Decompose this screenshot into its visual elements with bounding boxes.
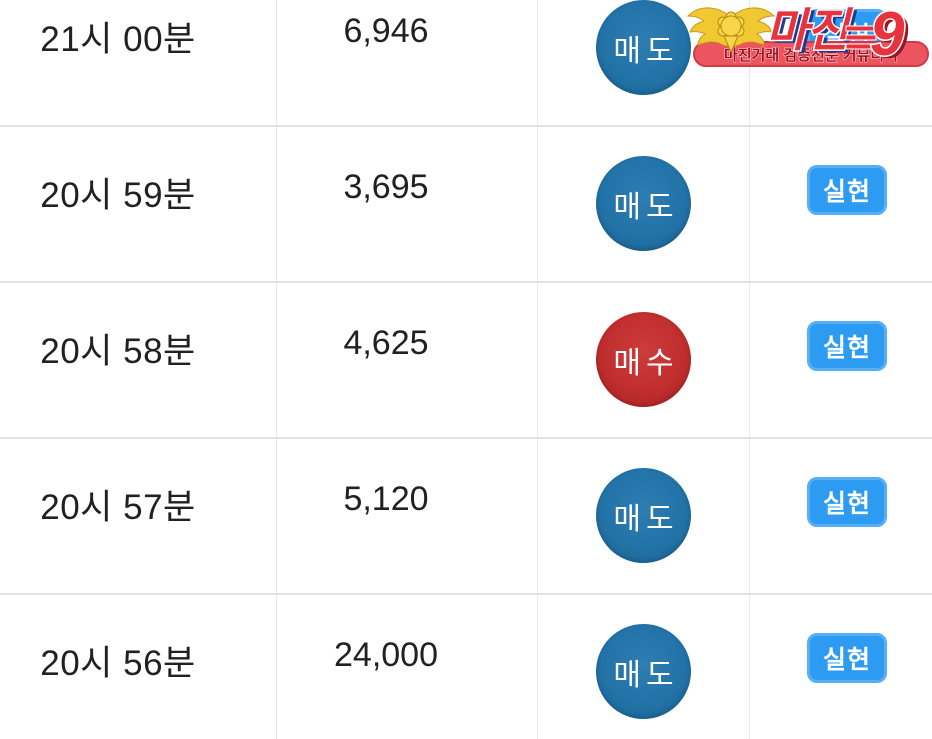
trade-status-cell: 실현 xyxy=(750,283,932,437)
logo-text: 마진 마진 xyxy=(765,3,860,60)
speed-stripes-icon xyxy=(845,25,877,50)
trade-amount: 24,000 xyxy=(277,595,538,739)
side-badge: 매도 xyxy=(596,468,691,563)
trade-side-cell: 매수 xyxy=(538,283,750,437)
trade-side-cell: 매도 xyxy=(538,439,750,593)
trade-amount: 3,695 xyxy=(277,127,538,281)
trade-status-cell: 실현 xyxy=(750,595,932,739)
trade-amount: 4,625 xyxy=(277,283,538,437)
trade-status-cell: 실현 xyxy=(750,127,932,281)
trade-time: 20시 58분 xyxy=(0,283,277,437)
trade-side-cell: 매도 xyxy=(538,595,750,739)
logo-nine-main: 9 xyxy=(870,0,905,69)
side-badge: 매도 xyxy=(596,624,691,719)
trade-row: 20시 57분 5,120 매도 실현 xyxy=(0,439,932,595)
realized-button[interactable]: 실현 xyxy=(807,633,887,683)
community-watermark: 마진거래 검증전문 커뮤니티 마진 마진 xyxy=(686,0,932,72)
trade-time: 20시 56분 xyxy=(0,595,277,739)
trade-time: 21시 00분 xyxy=(0,0,277,125)
side-badge: 매도 xyxy=(596,156,691,251)
trade-time: 20시 59분 xyxy=(0,127,277,281)
trade-row: 20시 58분 4,625 매수 실현 xyxy=(0,283,932,439)
trade-row: 20시 56분 24,000 매도 실현 xyxy=(0,595,932,739)
trade-side-cell: 매도 xyxy=(538,127,750,281)
trade-amount: 6,946 xyxy=(277,0,538,125)
trade-time: 20시 57분 xyxy=(0,439,277,593)
trade-row: 20시 59분 3,695 매도 실현 xyxy=(0,127,932,283)
eagle-emblem-icon xyxy=(686,7,776,54)
realized-button[interactable]: 실현 xyxy=(807,477,887,527)
tagline-text: 마진거래 검증전문 커뮤니티 xyxy=(724,46,898,64)
side-badge: 매수 xyxy=(596,312,691,407)
realized-button[interactable]: 실현 xyxy=(807,321,887,371)
trade-status-cell: 실현 xyxy=(750,439,932,593)
logo-nine: 9 9 xyxy=(869,0,910,72)
logo-text-main: 마진 xyxy=(766,4,853,56)
logo-nine-shadow: 9 xyxy=(874,3,909,72)
watermark-graphic: 마진거래 검증전문 커뮤니티 마진 마진 xyxy=(686,0,929,72)
trade-amount: 5,120 xyxy=(277,439,538,593)
logo-text-shadow: 마진 xyxy=(770,7,857,59)
realized-button[interactable]: 실현 xyxy=(807,165,887,215)
side-badge: 매도 xyxy=(596,0,691,95)
